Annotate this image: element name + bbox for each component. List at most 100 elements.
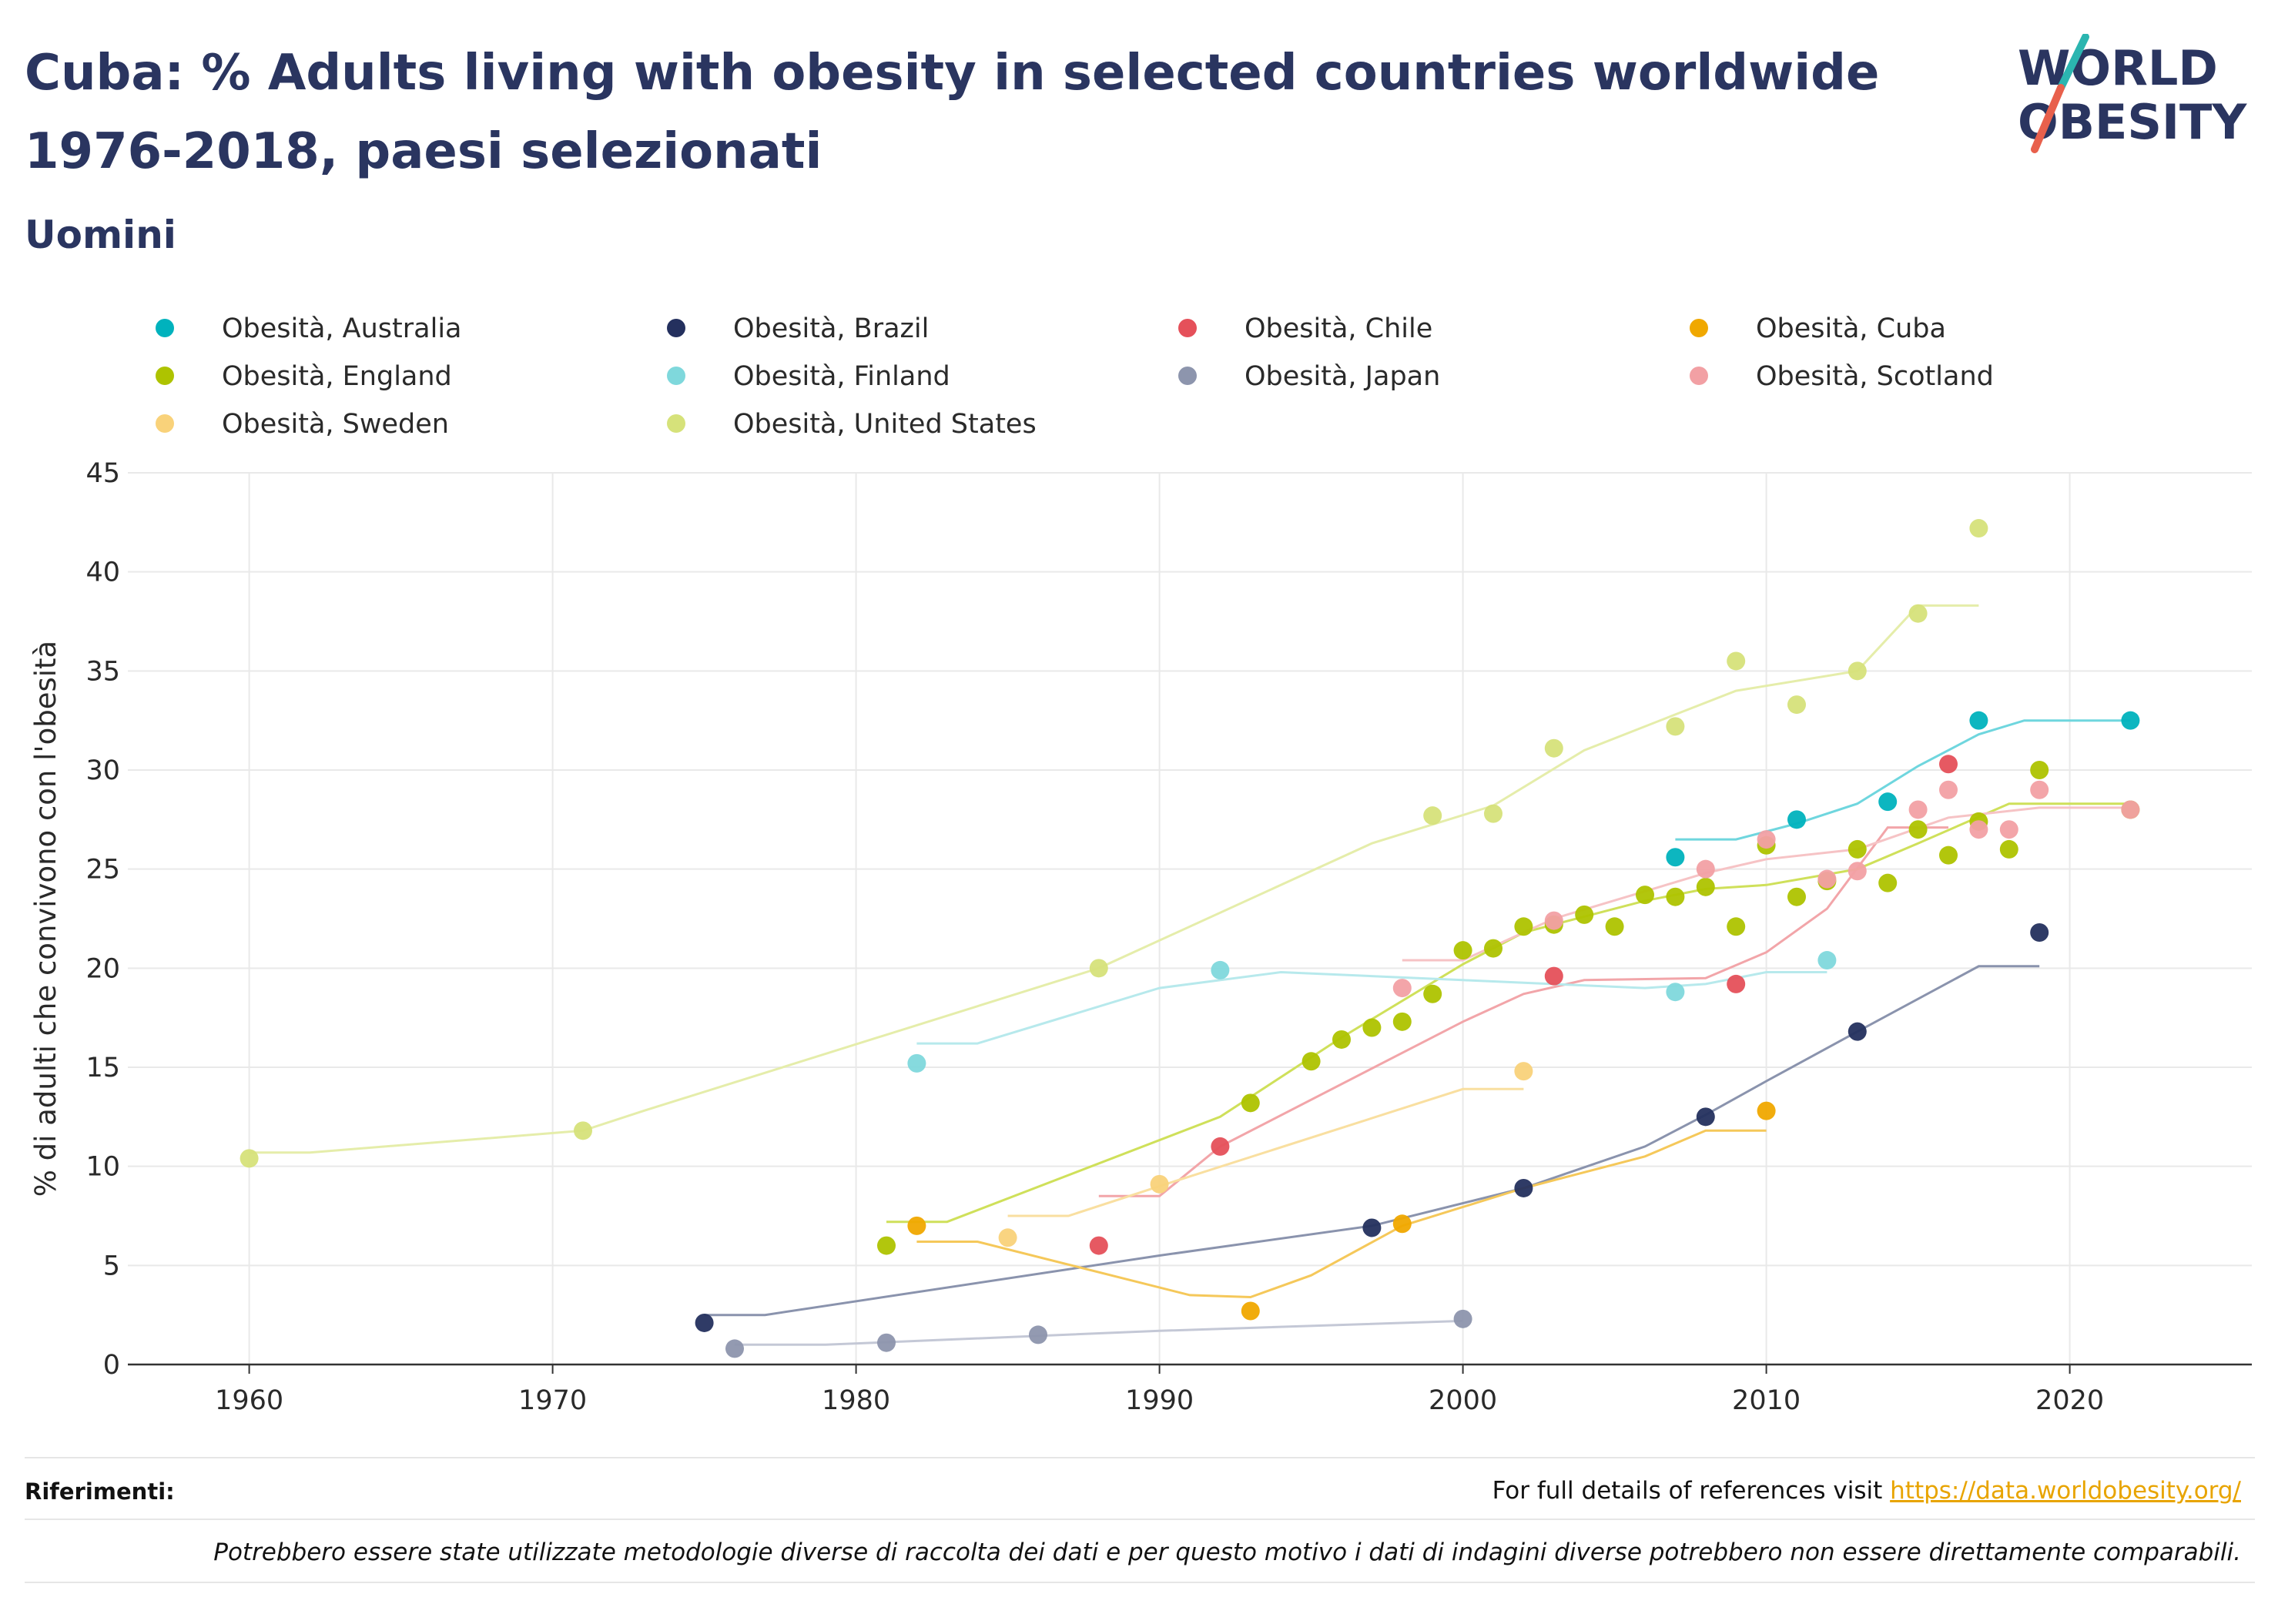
data-point: [2030, 780, 2049, 799]
data-point: [1392, 979, 1412, 998]
data-point: [1089, 959, 1108, 978]
data-point: [1757, 1101, 1776, 1120]
data-point: [1908, 800, 1928, 819]
data-point: [1423, 984, 1442, 1003]
data-point: [1666, 983, 1685, 1002]
data-point: [1696, 877, 1715, 896]
data-point: [1969, 711, 1988, 730]
legend-label: Obesità, Japan: [1245, 361, 1440, 392]
legend-label: Obesità, Chile: [1245, 313, 1432, 344]
data-point: [1453, 941, 1472, 960]
data-point: [1727, 651, 1746, 671]
footer-divider-bottom: [25, 1582, 2255, 1583]
data-point: [2121, 800, 2140, 819]
trend-lines: [249, 604, 2131, 1346]
trend-line: [1007, 1087, 1524, 1217]
legend-marker: [667, 319, 685, 337]
methodology-note: Potrebbero essere state utilizzate metod…: [213, 1539, 2241, 1566]
y-tick-label: 10: [85, 1152, 120, 1183]
trend-line: [916, 970, 1827, 1045]
legend: Obesità, Australia Obesità, Brazil Obesità…: [156, 313, 1994, 440]
trend-line: [916, 1129, 1767, 1299]
data-point: [1908, 604, 1928, 623]
legend-label: Obesità, Brazil: [733, 313, 929, 344]
data-point: [1241, 1301, 1260, 1321]
chart-axes: 0 5 10 15 20 25 30 35 40 45 1960 1970 1980 1990 2000 20…: [29, 458, 2252, 1416]
y-tick-label: 25: [85, 855, 120, 886]
data-point: [1908, 820, 1928, 839]
x-tick-label: 2010: [1732, 1385, 1801, 1416]
data-point: [1392, 1012, 1412, 1031]
chart-title: Cuba: % Adults living with obesity in se…: [25, 45, 1880, 180]
legend-marker: [156, 414, 174, 433]
logo-slash-bottom: [2031, 84, 2065, 153]
x-tick-label: 1980: [822, 1385, 890, 1416]
data-point: [1939, 845, 1958, 865]
footer-divider-middle: [25, 1519, 2255, 1520]
trend-line: [1098, 826, 1948, 1197]
data-point: [1939, 755, 1958, 774]
data-point: [1423, 806, 1442, 825]
world-obesity-logo: WORLD OBESITY: [2018, 34, 2247, 153]
legend-label: Obesità, England: [222, 361, 452, 392]
data-point: [1029, 1325, 1047, 1344]
data-point: [877, 1333, 896, 1352]
data-point: [1332, 1030, 1351, 1049]
legend-label: Obesità, Finland: [733, 361, 950, 392]
data-point: [1727, 974, 1746, 993]
data-point: [1089, 1236, 1108, 1255]
data-point: [1848, 839, 1867, 859]
data-point: [1727, 917, 1746, 936]
data-point: [1362, 1018, 1382, 1037]
data-point: [1301, 1052, 1321, 1071]
data-point: [1241, 1093, 1260, 1113]
data-point: [1453, 1309, 1472, 1328]
data-point: [725, 1339, 744, 1358]
data-point: [1575, 905, 1594, 924]
data-point: [1666, 848, 1685, 867]
chart-subtitle: Uomini: [25, 213, 176, 257]
logo-line-1: WORLD: [2018, 40, 2218, 96]
data-point: [1848, 1022, 1867, 1041]
legend-label: Obesità, Scotland: [1756, 361, 1994, 392]
data-point: [1484, 939, 1502, 958]
chart-grid: [128, 472, 2252, 1364]
data-point: [907, 1216, 926, 1235]
data-point: [1999, 820, 2018, 839]
data-point: [1696, 859, 1715, 879]
data-point: [1150, 1174, 1169, 1194]
data-point: [1544, 911, 1563, 930]
data-point: [1605, 917, 1624, 936]
data-point: [998, 1228, 1017, 1247]
y-tick-label: 35: [85, 656, 120, 687]
data-point: [1362, 1218, 1382, 1237]
references-prefix: For full details of references visit: [1492, 1477, 1891, 1505]
data-point: [907, 1053, 926, 1073]
references-text: For full details of references visit htt…: [1492, 1477, 2241, 1505]
data-point: [2030, 761, 2049, 779]
x-tick-label: 1990: [1125, 1385, 1194, 1416]
trend-line: [704, 965, 2040, 1317]
data-point: [877, 1236, 896, 1255]
legend-marker: [1690, 319, 1708, 337]
data-point: [1787, 695, 1806, 715]
footer-divider-top: [25, 1457, 2255, 1458]
x-tick-label: 1960: [215, 1385, 283, 1416]
data-point: [1817, 951, 1837, 970]
y-axis-title: % di adulti che convivono con l'obesità: [29, 641, 62, 1197]
data-point: [1514, 1062, 1533, 1081]
data-point: [1696, 1107, 1715, 1127]
references-link[interactable]: https://data.worldobesity.org/: [1890, 1477, 2241, 1505]
y-tick-label: 20: [85, 953, 120, 984]
x-tick-label: 2000: [1429, 1385, 1497, 1416]
legend-label: Obesità, Australia: [222, 313, 462, 344]
legend-marker: [1178, 319, 1197, 337]
logo-slash-top: [2057, 34, 2089, 92]
data-point: [1392, 1214, 1412, 1234]
references-label: Riferimenti:: [25, 1478, 175, 1505]
data-point: [1544, 738, 1563, 758]
legend-label: Obesità, Sweden: [222, 409, 449, 440]
data-point: [1636, 886, 1654, 905]
data-point: [1484, 804, 1502, 823]
obesity-chart: Obesità, Australia Obesità, Brazil Obesità…: [29, 313, 2252, 1416]
